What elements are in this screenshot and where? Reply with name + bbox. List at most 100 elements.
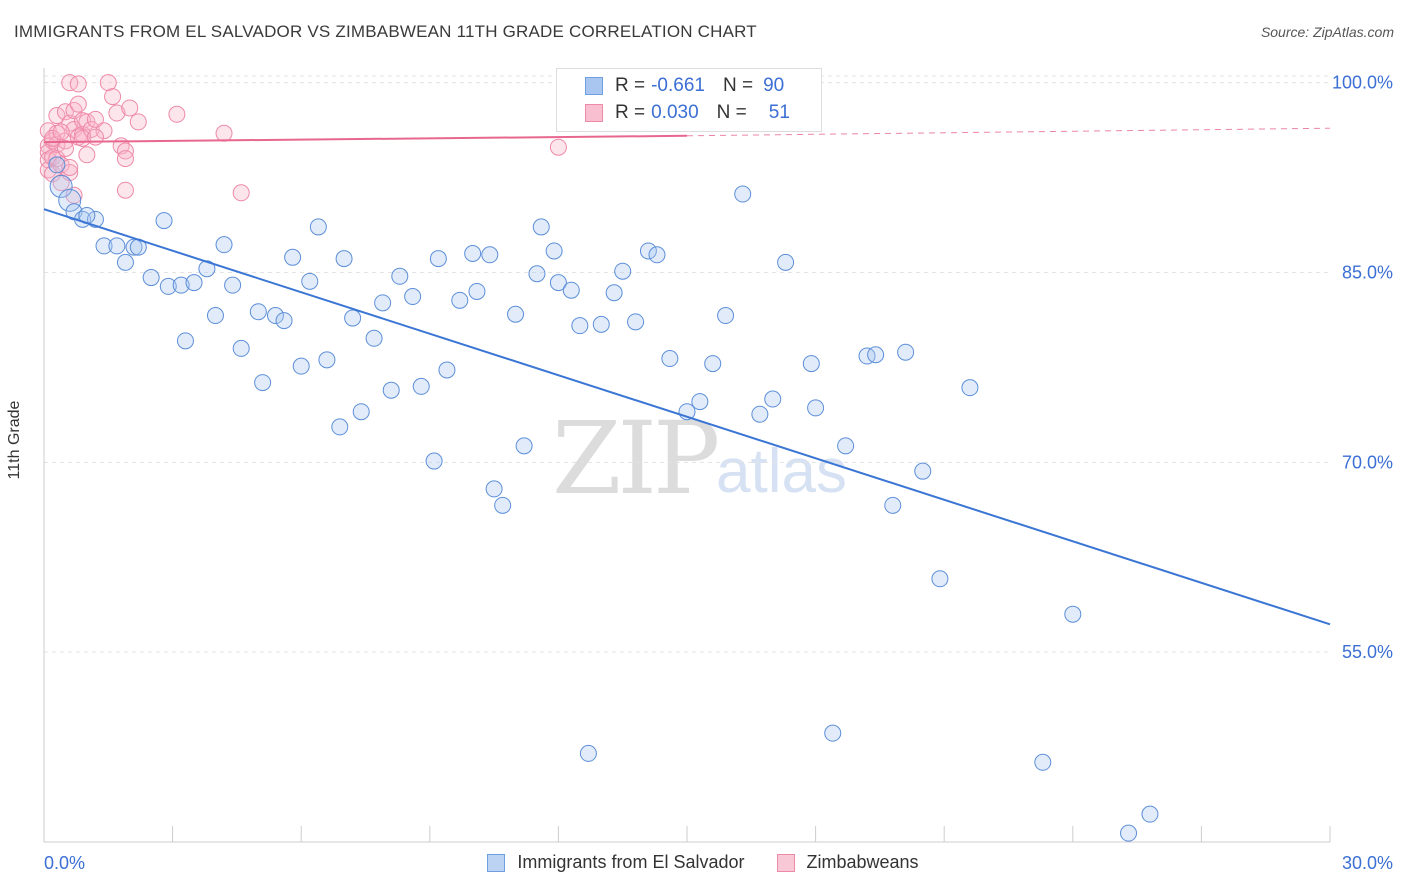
data-point-zimbabweans [56, 139, 74, 157]
data-point-el-salvador [451, 291, 469, 309]
data-point-zimbabweans [104, 88, 122, 106]
data-point-el-salvador [545, 242, 563, 260]
data-point-el-salvador [95, 237, 113, 255]
data-point-el-salvador [464, 245, 482, 263]
data-point-el-salvador [549, 274, 567, 292]
data-point-el-salvador [579, 744, 597, 762]
data-point-el-salvador [627, 313, 645, 331]
data-point-el-salvador [751, 405, 769, 423]
data-point-el-salvador [528, 265, 546, 283]
legend-swatch-blue [585, 77, 603, 95]
axes [43, 68, 1331, 843]
data-point-el-salvador [614, 262, 632, 280]
data-point-el-salvador [605, 284, 623, 302]
data-point-el-salvador [837, 437, 855, 455]
y-tick-label: 100.0% [1332, 73, 1393, 93]
series-el-salvador [48, 156, 1159, 842]
data-point-el-salvador [284, 248, 302, 266]
trend-lines [43, 127, 1331, 626]
data-point-el-salvador [404, 288, 422, 306]
data-point-el-salvador [198, 260, 216, 278]
data-point-el-salvador [858, 347, 876, 365]
x-tick-label: 0.0% [44, 853, 85, 873]
data-point-el-salvador [429, 250, 447, 268]
data-point-el-salvador [704, 355, 722, 373]
data-point-el-salvador [884, 496, 902, 514]
data-point-el-salvador [764, 390, 782, 408]
legend-item-el-salvador[interactable]: Immigrants from El Salvador [487, 852, 745, 873]
data-point-zimbabweans [95, 122, 113, 140]
data-point-el-salvador [507, 305, 525, 323]
r-value: -0.661 [651, 75, 705, 96]
data-point-el-salvador [961, 379, 979, 397]
data-point-el-salvador [176, 332, 194, 350]
n-value: 51 [768, 102, 790, 123]
series-zimbabweans [39, 74, 567, 204]
legend-item-zimbabweans[interactable]: Zimbabweans [776, 852, 919, 873]
data-point-el-salvador [897, 343, 915, 361]
data-point-el-salvador [48, 156, 66, 174]
data-point-zimbabweans [116, 181, 134, 199]
data-point-zimbabweans [48, 107, 66, 125]
data-point-el-salvador [86, 210, 104, 228]
data-point-el-salvador [571, 317, 589, 335]
data-point-el-salvador [824, 724, 842, 742]
data-point-el-salvador [807, 399, 825, 417]
data-point-el-salvador [155, 212, 173, 230]
data-point-zimbabweans [129, 113, 147, 131]
data-point-el-salvador [206, 307, 224, 325]
data-point-zimbabweans [168, 105, 186, 123]
x-tick-label: 30.0% [1342, 853, 1393, 873]
data-point-el-salvador [224, 276, 242, 294]
data-point-el-salvador [494, 496, 512, 514]
data-point-el-salvador [344, 309, 362, 327]
chart-title: IMMIGRANTS FROM EL SALVADOR VS ZIMBABWEA… [14, 22, 757, 41]
data-point-el-salvador [215, 236, 233, 254]
data-point-zimbabweans [116, 150, 134, 168]
data-point-el-salvador [108, 237, 126, 255]
data-point-el-salvador [249, 303, 267, 321]
legend-swatch-blue [487, 853, 506, 872]
legend-row-el-salvador: R = -0.661 N = 90 [557, 73, 784, 99]
data-point-el-salvador [515, 437, 533, 455]
data-point-el-salvador [639, 242, 657, 260]
grid-lines [44, 75, 1330, 653]
legend-label: Immigrants from El Salvador [517, 852, 745, 872]
data-point-el-salvador [412, 377, 430, 395]
data-point-el-salvador [254, 374, 272, 392]
data-point-el-salvador [425, 452, 443, 470]
data-point-el-salvador [481, 246, 499, 264]
watermark-atlas: atlas [716, 437, 847, 506]
data-point-el-salvador [142, 269, 160, 287]
data-point-el-salvador [116, 253, 134, 271]
n-label: N = [716, 102, 747, 123]
y-tick-label: 85.0% [1342, 262, 1393, 282]
data-point-el-salvador [266, 307, 284, 325]
data-point-el-salvador [867, 346, 885, 364]
data-point-zimbabweans [69, 75, 87, 93]
data-point-el-salvador [648, 246, 666, 264]
data-point-el-salvador [1141, 805, 1159, 823]
data-point-el-salvador [309, 218, 327, 236]
data-point-el-salvador [391, 267, 409, 285]
data-point-el-salvador [331, 418, 349, 436]
data-point-el-salvador [777, 253, 795, 271]
legend-label: Zimbabweans [806, 852, 919, 872]
data-point-zimbabweans [99, 74, 117, 92]
data-point-el-salvador [1120, 824, 1138, 842]
data-point-zimbabweans [56, 103, 74, 121]
data-point-el-salvador [232, 339, 250, 357]
data-point-el-salvador [352, 403, 370, 421]
data-point-el-salvador [562, 281, 580, 299]
data-point-zimbabweans [52, 123, 70, 141]
data-point-el-salvador [172, 276, 190, 294]
legend-swatch-pink [585, 104, 603, 122]
r-value: 0.030 [651, 102, 699, 123]
trend-line-zimbabweans [43, 134, 688, 144]
data-point-el-salvador [734, 185, 752, 203]
tick-labels: 100.0% 85.0% 70.0% 55.0% 0.0% 30.0% [44, 73, 1393, 873]
data-point-el-salvador [802, 355, 820, 373]
series-legend: Immigrants from El Salvador Zimbabweans [0, 852, 1406, 873]
data-point-el-salvador [1064, 605, 1082, 623]
